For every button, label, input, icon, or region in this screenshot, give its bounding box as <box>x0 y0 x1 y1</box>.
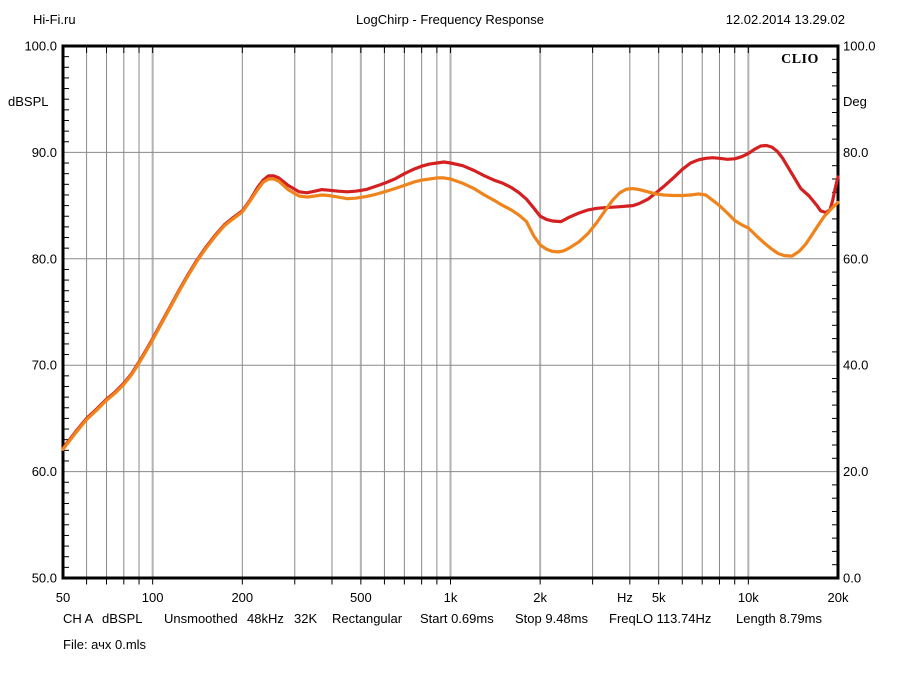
svg-text:50: 50 <box>56 590 70 605</box>
svg-text:0.0: 0.0 <box>843 571 861 586</box>
right-axis-unit-label: Deg <box>843 94 867 109</box>
svg-text:50.0: 50.0 <box>32 571 57 586</box>
file-name-label: File: ачх 0.mls <box>63 637 147 652</box>
status-fft-size: 32K <box>294 611 318 626</box>
axis-tick-marks <box>64 47 837 585</box>
status-channel: CH A <box>63 611 94 626</box>
svg-text:40.0: 40.0 <box>843 358 868 373</box>
left-axis-unit-label: dBSPL <box>8 94 49 109</box>
status-length: Length 8.79ms <box>736 611 823 626</box>
header-datetime: 12.02.2014 13.29.02 <box>725 12 845 27</box>
svg-text:100.0: 100.0 <box>24 39 57 54</box>
status-freq-lo: FreqLO 113.74Hz <box>609 611 712 626</box>
horizontal-gridlines <box>63 151 838 473</box>
svg-text:100: 100 <box>142 590 164 605</box>
status-unit: dBSPL <box>102 611 143 626</box>
svg-text:5k: 5k <box>652 590 666 605</box>
status-window: Rectangular <box>332 611 403 626</box>
vertical-gridlines <box>86 46 750 578</box>
svg-text:20.0: 20.0 <box>843 464 868 479</box>
curve-response-orange <box>61 176 840 451</box>
left-axis-tick-labels: 100.0 90.0 80.0 70.0 60.0 50.0 <box>24 39 57 586</box>
x-axis-unit-label: Hz <box>617 590 633 605</box>
right-axis-tick-labels: 100.0 80.0 60.0 40.0 20.0 0.0 <box>843 39 876 586</box>
x-axis-tick-labels: 50 100 200 500 1k 2k 5k 10k 20k <box>56 590 849 605</box>
header-site-name: Hi-Fi.ru <box>33 12 76 27</box>
svg-text:100.0: 100.0 <box>843 39 876 54</box>
plot-frame <box>61 44 840 580</box>
svg-text:60.0: 60.0 <box>843 251 868 266</box>
svg-text:1k: 1k <box>444 590 458 605</box>
svg-text:60.0: 60.0 <box>32 464 57 479</box>
status-smoothing: Unsmoothed <box>164 611 238 626</box>
svg-text:10k: 10k <box>738 590 759 605</box>
svg-text:80.0: 80.0 <box>843 145 868 160</box>
status-stop-time: Stop 9.48ms <box>515 611 588 626</box>
svg-text:2k: 2k <box>533 590 547 605</box>
svg-text:70.0: 70.0 <box>32 358 57 373</box>
clio-logo: CLIO <box>781 52 819 67</box>
svg-text:200: 200 <box>231 590 253 605</box>
measurement-status-line: CH A dBSPL Unsmoothed 48kHz 32K Rectangu… <box>0 611 900 627</box>
status-start-time: Start 0.69ms <box>420 611 494 626</box>
page-title: LogChirp - Frequency Response <box>356 12 544 27</box>
svg-text:90.0: 90.0 <box>32 145 57 160</box>
status-samplerate: 48kHz <box>247 611 284 626</box>
svg-text:500: 500 <box>350 590 372 605</box>
svg-text:80.0: 80.0 <box>32 251 57 266</box>
svg-text:20k: 20k <box>828 590 849 605</box>
